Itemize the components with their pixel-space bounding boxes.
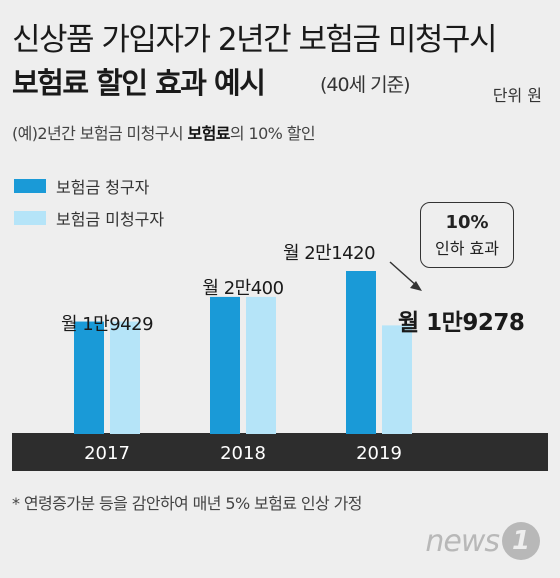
- bar-claimant-2018: [210, 296, 240, 434]
- callout-text: 인하 효과: [435, 239, 499, 258]
- example-prefix: (예)2년간 보험금 미청구시: [12, 124, 188, 143]
- chart-subtitle: 보험료 할인 효과 예시: [12, 66, 266, 100]
- data-label-3: 월 2만1420: [283, 243, 375, 264]
- bar-non-claimant-2019: [382, 325, 412, 434]
- callout-percent: 10%: [445, 212, 489, 233]
- x-tick-label-2018: 2018: [220, 443, 266, 464]
- logo-badge: 1: [502, 522, 540, 560]
- age-basis-note: (40세 기준): [320, 74, 410, 96]
- bar-non-claimant-2017: [110, 321, 140, 434]
- legend-item-claimant: 보험금 청구자: [14, 176, 150, 197]
- bar-claimant-2017: [74, 321, 104, 434]
- footnote: * 연령증가분 등을 감안하여 매년 5% 보험료 인상 가정: [12, 494, 362, 513]
- legend-label-non-claimant: 보험금 미청구자: [56, 210, 165, 229]
- news1-logo: news 1: [425, 522, 540, 560]
- discount-callout: 10% 인하 효과: [420, 202, 514, 268]
- x-tick-label-2019: 2019: [356, 443, 402, 464]
- example-highlight: 보험료: [187, 124, 231, 143]
- chart-title: 신상품 가입자가 2년간 보험금 미청구시: [12, 22, 497, 58]
- legend-swatch-claimant: [14, 179, 46, 193]
- logo-text: news: [425, 523, 500, 559]
- x-axis-band: [12, 433, 548, 471]
- callout-arrow-head: [410, 281, 422, 291]
- legend-label-claimant: 보험금 청구자: [56, 178, 150, 197]
- data-label-2: 월 2만400: [202, 278, 283, 299]
- example-description: (예)2년간 보험금 미청구시 보험료의 10% 할인: [12, 120, 316, 144]
- example-suffix: 의 10% 할인: [229, 124, 316, 143]
- bar-non-claimant-2018: [246, 296, 276, 434]
- data-label-4: 월 1만9278: [398, 310, 524, 336]
- legend-swatch-non-claimant: [14, 211, 46, 225]
- legend-item-non-claimant: 보험금 미청구자: [14, 208, 165, 229]
- data-label-1: 월 1만9429: [61, 314, 153, 335]
- bar-claimant-2019: [346, 271, 376, 434]
- callout-arrow-line: [389, 261, 419, 288]
- x-tick-label-2017: 2017: [84, 443, 130, 464]
- unit-label: 단위 원: [492, 86, 542, 105]
